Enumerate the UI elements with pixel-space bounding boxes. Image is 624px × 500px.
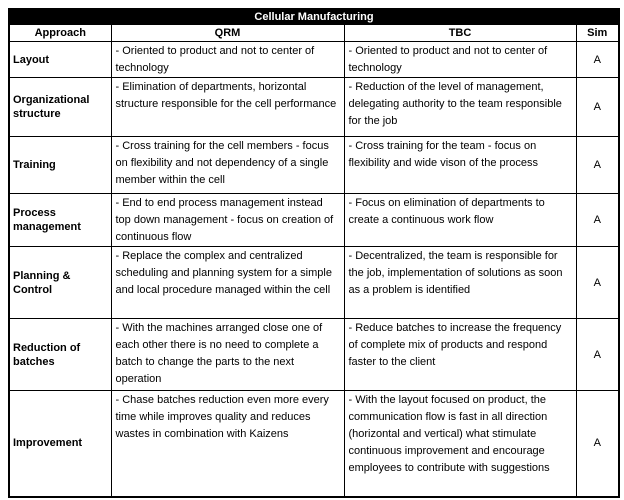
- tbc-cell: - Decentralized, the team is responsible…: [343, 246, 577, 319]
- title-row: Cellular Manufacturing: [8, 8, 620, 25]
- sim-cell: A: [575, 390, 620, 497]
- table-row: Planning & Control - Replace the complex…: [8, 246, 620, 319]
- sim-cell: A: [575, 246, 620, 319]
- qrm-cell: - Elimination of departments, horizontal…: [110, 77, 345, 137]
- tbc-cell: - Oriented to product and not to center …: [343, 41, 577, 78]
- qrm-cell: - Cross training for the cell members - …: [110, 136, 345, 194]
- sim-cell: A: [575, 136, 620, 194]
- column-header-qrm: QRM: [110, 24, 345, 42]
- qrm-cell: - Chase batches reduction even more ever…: [110, 390, 345, 497]
- tbc-cell: - Focus on elimination of departments to…: [343, 193, 577, 247]
- table-row: Process management - End to end process …: [8, 193, 620, 247]
- table-row: Training - Cross training for the cell m…: [8, 136, 620, 194]
- tbc-cell: - Cross training for the team - focus on…: [343, 136, 577, 194]
- qrm-cell: - Replace the complex and centralized sc…: [110, 246, 345, 319]
- row-header-training: Training: [8, 136, 112, 194]
- cellular-manufacturing-table: Cellular Manufacturing Approach QRM TBC …: [8, 8, 620, 498]
- row-header-layout: Layout: [8, 41, 112, 78]
- table-row: Layout - Oriented to product and not to …: [8, 41, 620, 78]
- column-header-approach: Approach: [8, 24, 112, 42]
- tbc-cell: - Reduce batches to increase the frequen…: [343, 318, 577, 391]
- column-header-row: Approach QRM TBC Sim: [8, 24, 620, 42]
- sim-cell: A: [575, 41, 620, 78]
- column-header-tbc: TBC: [343, 24, 577, 42]
- row-header-improvement: Improvement: [8, 390, 112, 497]
- row-header-reduction-of-batches: Reduction of batches: [8, 318, 112, 391]
- sim-cell: A: [575, 193, 620, 247]
- qrm-cell: - Oriented to product and not to center …: [110, 41, 345, 78]
- row-header-process-management: Process management: [8, 193, 112, 247]
- column-header-sim: Sim: [575, 24, 620, 42]
- tbc-cell: - With the layout focused on product, th…: [343, 390, 577, 497]
- qrm-cell: - End to end process management instead …: [110, 193, 345, 247]
- table-row: Organizational structure - Elimination o…: [8, 77, 620, 137]
- tbc-cell: - Reduction of the level of management, …: [343, 77, 577, 137]
- row-header-organizational-structure: Organizational structure: [8, 77, 112, 137]
- table-row: Reduction of batches - With the machines…: [8, 318, 620, 391]
- sim-cell: A: [575, 77, 620, 137]
- table-row: Improvement - Chase batches reduction ev…: [8, 390, 620, 497]
- table-title: Cellular Manufacturing: [8, 8, 620, 25]
- row-header-planning-control: Planning & Control: [8, 246, 112, 319]
- qrm-cell: - With the machines arranged close one o…: [110, 318, 345, 391]
- sim-cell: A: [575, 318, 620, 391]
